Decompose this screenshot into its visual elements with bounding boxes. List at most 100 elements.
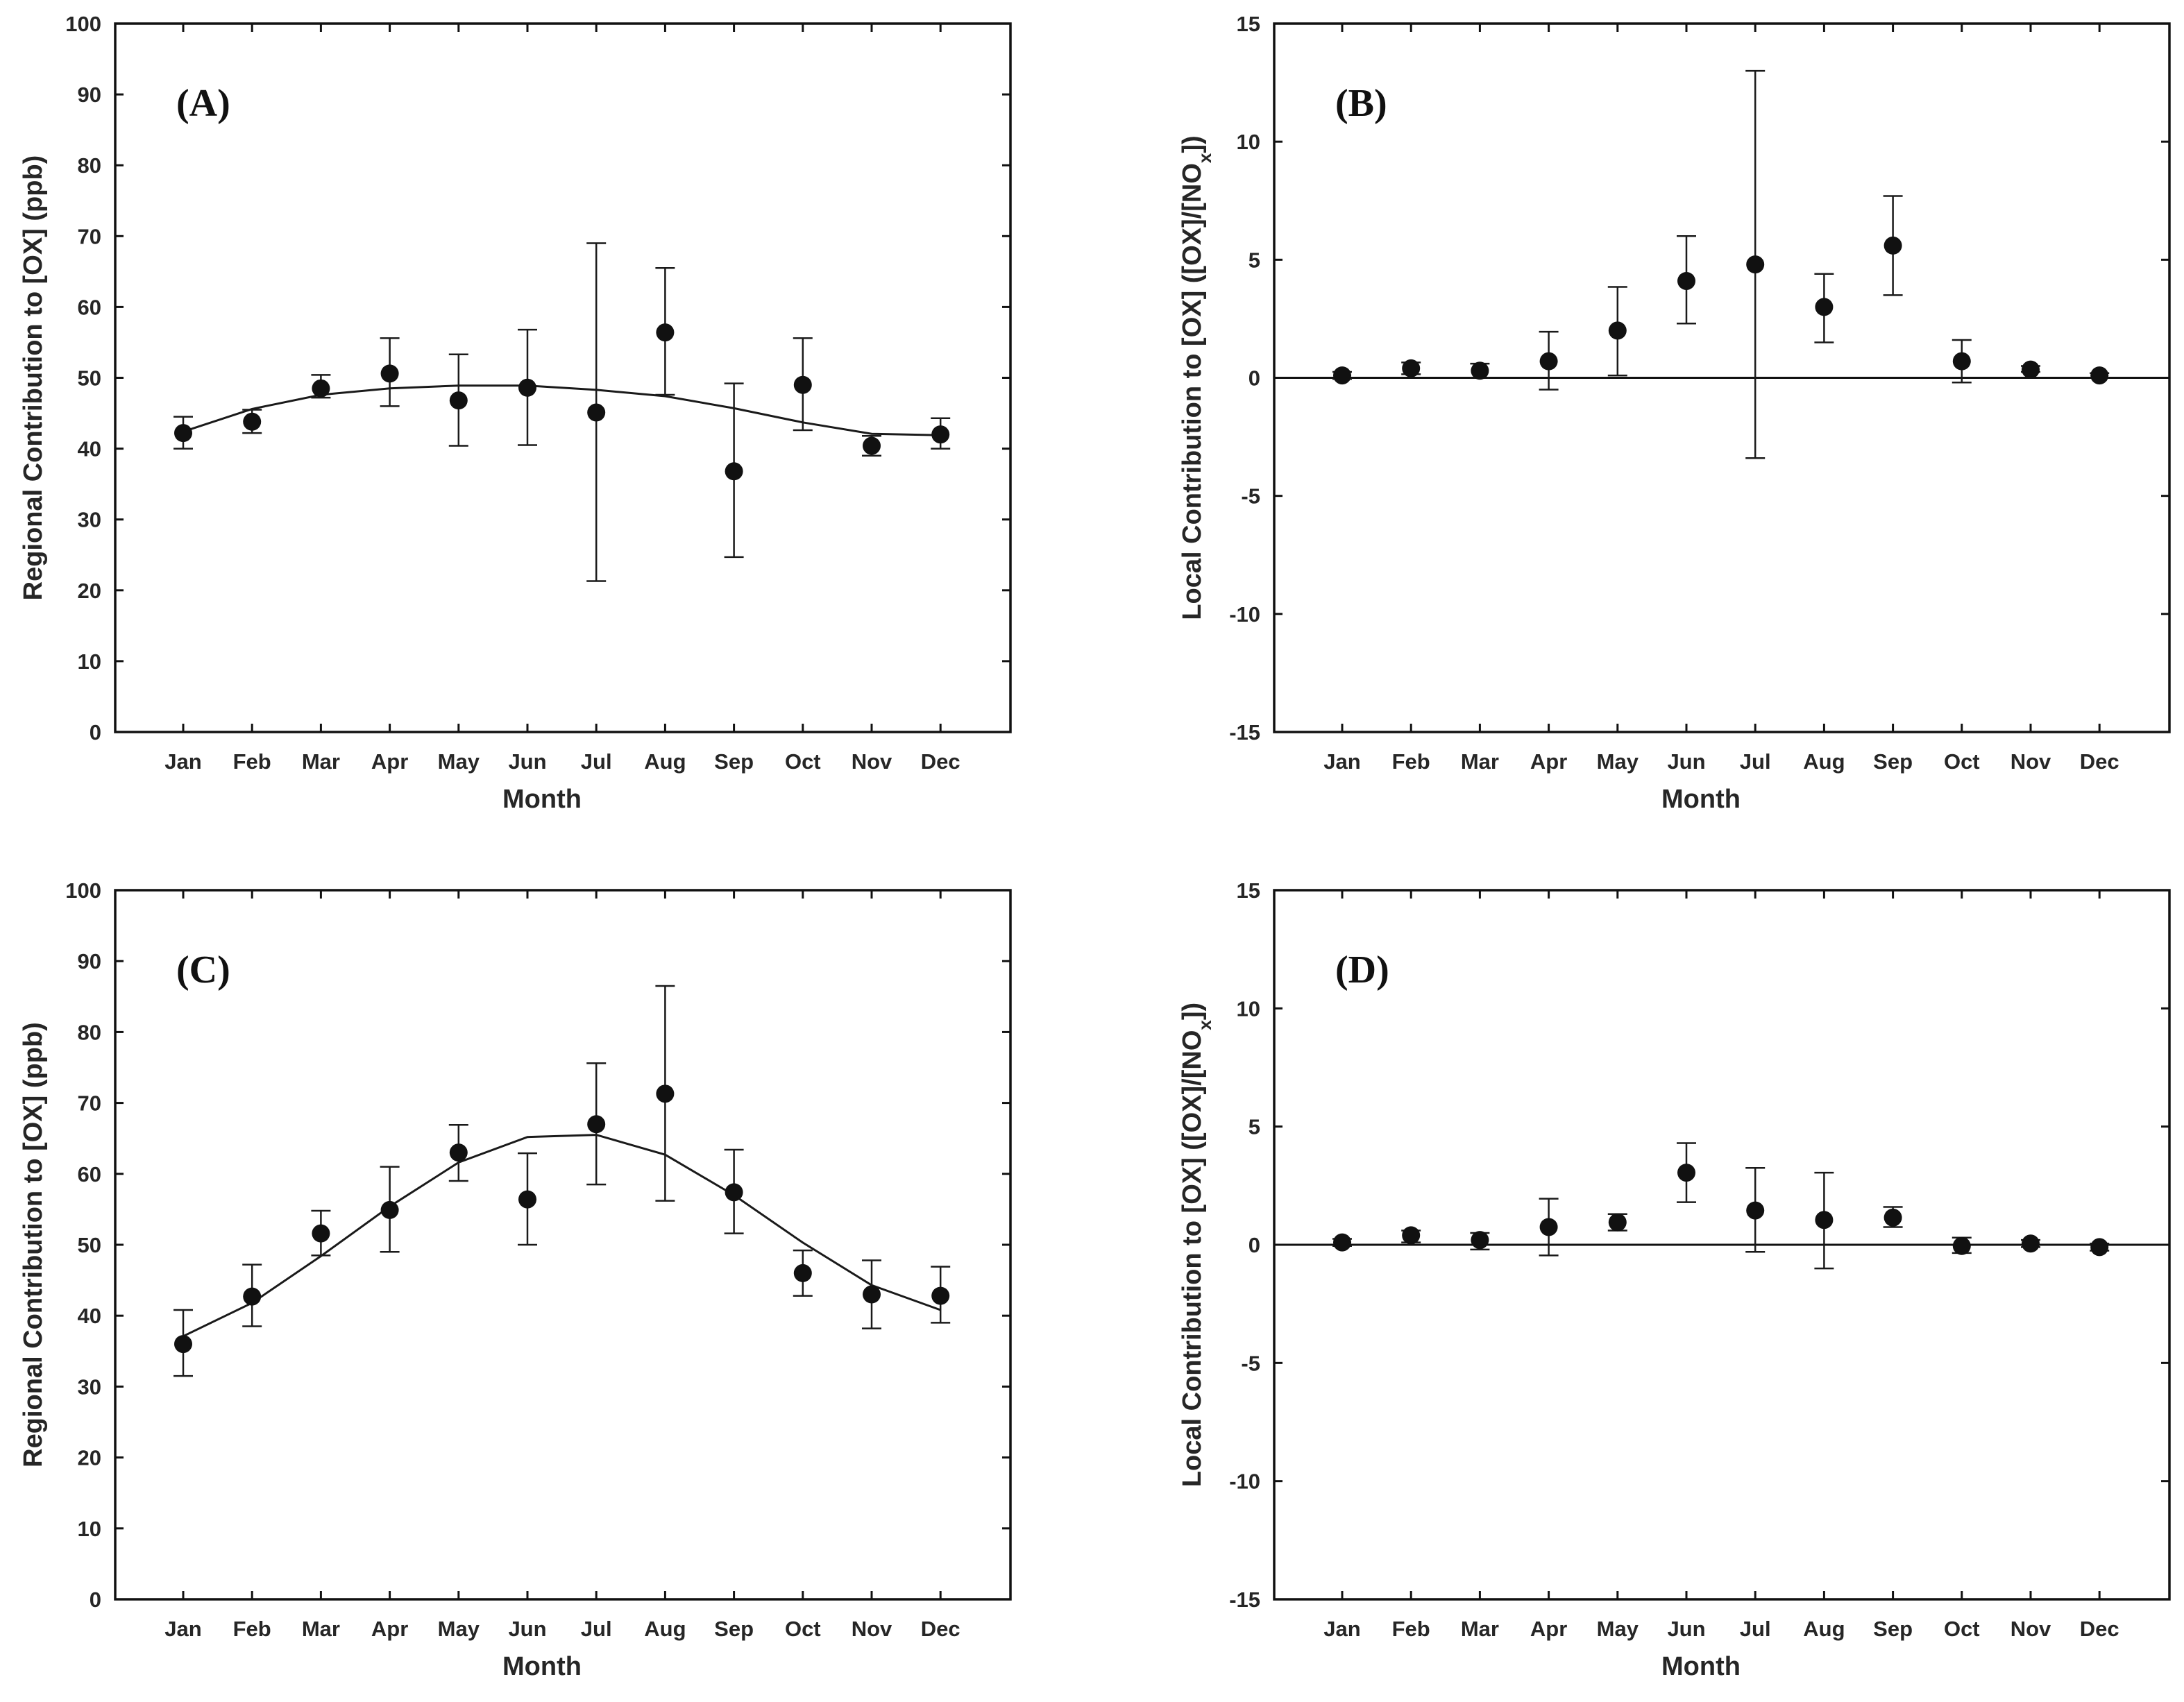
data-point (518, 1190, 536, 1209)
y-tick-label: 70 (78, 1091, 101, 1116)
x-tick-label: May (1597, 749, 1639, 774)
x-tick-label: Jun (1667, 749, 1705, 774)
y-tick-label: 5 (1248, 1115, 1260, 1139)
y-tick-label: 10 (1237, 996, 1260, 1021)
data-point (312, 1224, 330, 1243)
x-tick-label: Sep (714, 749, 754, 774)
y-axis-title: Regional Contribution to [OX] (ppb) (19, 155, 48, 601)
y-tick-label: 100 (65, 878, 101, 903)
x-tick-label: Feb (233, 749, 271, 774)
data-point (174, 1335, 192, 1354)
x-tick-label: Apr (1530, 1617, 1567, 1641)
x-tick-label: Oct (1944, 749, 1980, 774)
x-tick-label: Nov (2011, 749, 2051, 774)
x-tick-label: Jun (508, 749, 546, 774)
y-tick-label: -15 (1229, 720, 1260, 744)
x-tick-label: Apr (1530, 749, 1567, 774)
x-tick-label: Jul (581, 1617, 612, 1641)
x-tick-label: Dec (2080, 749, 2119, 774)
y-tick-label: 15 (1237, 878, 1260, 903)
data-point (1608, 321, 1627, 340)
x-tick-label: Aug (644, 1617, 686, 1641)
data-point (587, 1115, 606, 1134)
x-tick-label: Mar (1461, 1617, 1499, 1641)
y-tick-label: 70 (78, 224, 101, 248)
data-point (243, 412, 262, 431)
y-tick-label: 50 (78, 366, 101, 391)
y-tick-label: -10 (1229, 1470, 1260, 1494)
data-point (1815, 1211, 1834, 1229)
x-tick-label: May (438, 749, 480, 774)
y-axis-title: Local Contribution to [OX] ([OX]/[NOx]) (1178, 135, 1215, 620)
data-point (863, 1285, 881, 1304)
data-point (1608, 1213, 1627, 1232)
x-tick-label: Jun (508, 1617, 546, 1641)
data-point (1884, 236, 1902, 255)
data-point (174, 424, 192, 443)
y-tick-label: 90 (78, 83, 101, 107)
x-axis-title: Month (1661, 785, 1741, 814)
data-point (243, 1287, 262, 1306)
data-point (793, 1263, 812, 1282)
y-axis-title-main: Local Contribution to [OX] ([OX]/[NO (1178, 1030, 1207, 1488)
x-tick-label: Apr (371, 749, 408, 774)
x-tick-label: Feb (233, 1617, 271, 1641)
data-point (449, 1143, 468, 1162)
data-point (1333, 1233, 1351, 1252)
x-tick-label: Feb (1392, 749, 1430, 774)
y-tick-label: -5 (1241, 1351, 1260, 1375)
x-tick-label: Mar (1461, 749, 1499, 774)
data-point (587, 403, 606, 422)
x-tick-label: May (438, 1617, 480, 1641)
x-tick-label: Jan (164, 749, 201, 774)
data-point (449, 391, 468, 410)
data-point (2022, 1234, 2040, 1253)
data-point (1677, 271, 1695, 290)
y-tick-label: 0 (1248, 366, 1260, 391)
x-tick-label: Sep (714, 1617, 754, 1641)
x-tick-label: Oct (785, 1617, 821, 1641)
x-tick-label: Feb (1392, 1617, 1430, 1641)
panel-b: -15 -10 -5 0 5 10 15 Jan Feb Mar Apr May Jun Jul Aug Se… (1178, 12, 2171, 814)
y-tick-label: 100 (65, 12, 101, 36)
y-axis-title-subscript: x (1194, 153, 1215, 163)
data-point (1746, 255, 1765, 274)
y-tick-label: 10 (78, 1517, 101, 1541)
data-point (1952, 1236, 1971, 1255)
data-point (931, 1286, 950, 1305)
y-tick-label: 40 (78, 1304, 101, 1328)
data-point (1677, 1164, 1695, 1182)
x-tick-label: Sep (1873, 749, 1913, 774)
data-point (725, 1183, 743, 1202)
y-axis-title-subscript: x (1194, 1020, 1215, 1030)
y-tick-label: 0 (1248, 1233, 1260, 1257)
x-tick-label: Dec (2080, 1617, 2119, 1641)
data-point (1884, 1208, 1902, 1227)
y-tick-label: -10 (1229, 602, 1260, 627)
panel-label: (A) (176, 82, 230, 125)
data-point (2022, 360, 2040, 379)
data-point (1471, 361, 1489, 380)
data-point (863, 436, 881, 455)
data-point (380, 1200, 399, 1219)
x-tick-label: Nov (852, 749, 892, 774)
fit-curve (183, 384, 941, 436)
data-point (518, 378, 536, 397)
data-point (656, 1084, 675, 1103)
y-tick-label: 80 (78, 153, 101, 178)
data-point (931, 425, 950, 444)
y-tick-label: 90 (78, 949, 101, 973)
y-axis-title: Regional Contribution to [OX] (ppb) (19, 1022, 48, 1467)
x-tick-label: Nov (852, 1617, 892, 1641)
x-tick-label: Jan (1323, 1617, 1360, 1641)
data-point (312, 379, 330, 398)
y-axis-title: Local Contribution to [OX] ([OX]/[NOx]) (1178, 1003, 1215, 1487)
y-tick-label: -15 (1229, 1588, 1260, 1612)
data-point (1815, 298, 1834, 316)
x-axis-title: Month (502, 785, 582, 814)
panel-c: 0 10 20 30 40 50 60 70 80 90 100 Jan Feb Mar Apr May Jun… (19, 878, 1012, 1681)
panel-label: (D) (1335, 948, 1389, 992)
data-point (1952, 352, 1971, 371)
data-point (380, 364, 399, 383)
data-point (725, 462, 743, 481)
